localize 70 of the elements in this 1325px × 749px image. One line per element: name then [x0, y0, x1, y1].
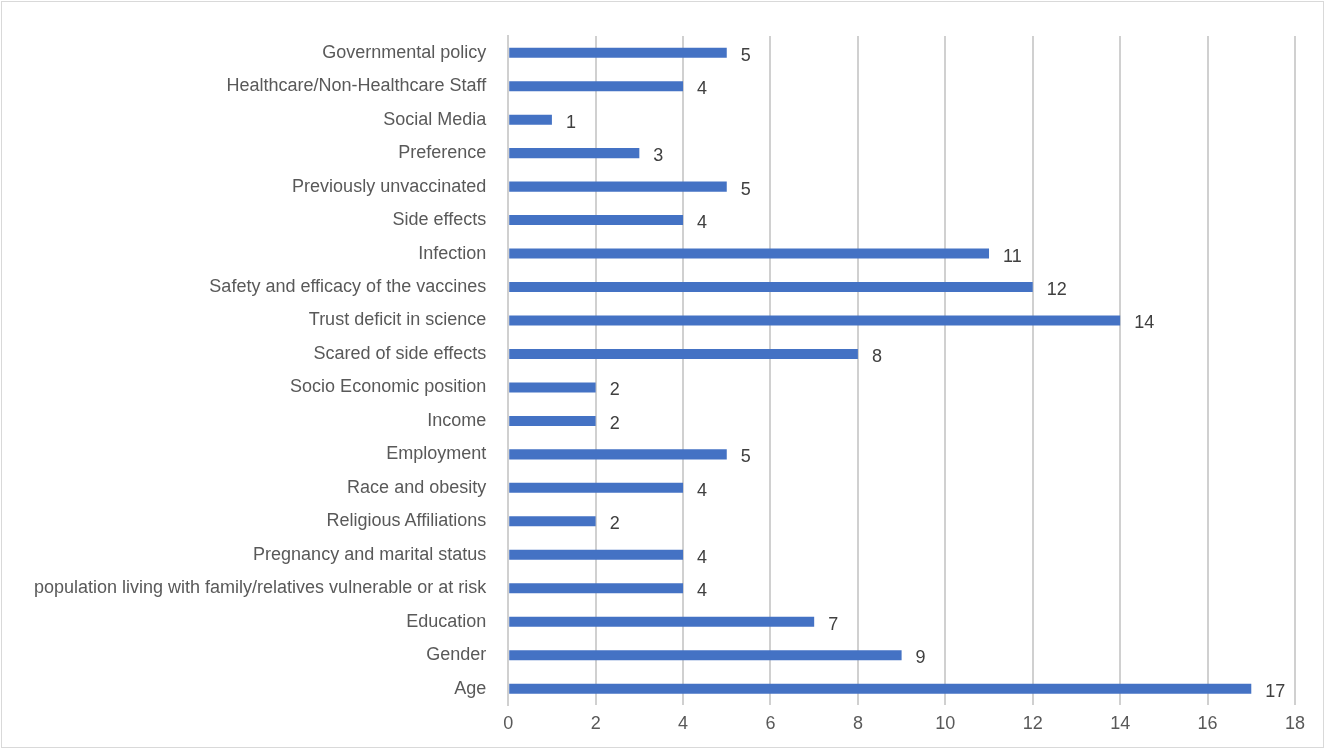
x-tick-label: 4	[678, 713, 689, 734]
y-tick-label: Gender	[426, 644, 487, 665]
bar	[509, 47, 727, 58]
data-label: 5	[740, 44, 751, 65]
bar	[509, 81, 684, 92]
y-tick-label: Age	[454, 677, 487, 698]
data-label: 4	[697, 546, 708, 567]
bar	[509, 181, 727, 192]
x-tick-label: 0	[503, 713, 514, 734]
y-tick-label: Trust deficit in science	[308, 309, 487, 330]
data-label: 4	[697, 78, 708, 99]
y-tick-label: Religious Affiliations	[326, 510, 487, 531]
data-label: 9	[915, 647, 926, 668]
x-tick-label: 16	[1197, 713, 1218, 734]
data-label: 1	[565, 111, 576, 132]
bar	[509, 415, 596, 426]
x-tick-label: 12	[1022, 713, 1043, 734]
data-label: 5	[740, 446, 751, 467]
y-tick-label: Race and obesity	[347, 476, 487, 497]
x-tick-label: 2	[590, 713, 601, 734]
data-label: 7	[828, 613, 839, 634]
bar	[509, 616, 815, 627]
data-label: 5	[740, 178, 751, 199]
y-tick-label: Preference	[398, 142, 487, 163]
bar	[509, 382, 596, 393]
y-tick-label: Side effects	[392, 209, 487, 230]
x-tick-label: 8	[852, 713, 863, 734]
bar	[509, 215, 684, 226]
bar	[509, 114, 552, 125]
data-label: 2	[609, 412, 620, 433]
bar	[509, 683, 1252, 694]
data-label: 12	[1046, 278, 1067, 299]
y-tick-label: Education	[406, 610, 487, 631]
y-tick-label: Healthcare/Non-Healthcare Staff	[226, 75, 488, 96]
bar	[509, 282, 1033, 293]
data-label: 2	[609, 513, 620, 534]
y-tick-label: Infection	[418, 242, 487, 263]
bar	[509, 583, 684, 594]
data-label: 11	[1003, 245, 1022, 266]
y-tick-label: Social Media	[383, 108, 488, 129]
bar	[509, 549, 684, 560]
bar	[509, 449, 727, 460]
bar	[509, 348, 858, 359]
y-tick-label: Income	[427, 409, 487, 430]
bar	[509, 516, 596, 527]
data-label: 4	[697, 580, 708, 601]
data-label: 3	[653, 145, 664, 166]
data-label: 8	[871, 345, 882, 366]
y-tick-label: Governmental policy	[322, 41, 487, 62]
data-label: 4	[697, 212, 708, 233]
y-tick-label: Safety and efficacy of the vaccines	[209, 275, 487, 296]
y-tick-label: Socio Economic position	[290, 376, 487, 397]
y-tick-label: Employment	[386, 443, 487, 464]
x-tick-label: 14	[1110, 713, 1131, 734]
y-tick-label: population living with family/relatives vulnerable or at risk	[33, 577, 488, 598]
data-label: 17	[1265, 680, 1286, 701]
data-label: 14	[1134, 312, 1155, 333]
y-tick-label: Previously unvaccinated	[292, 175, 487, 196]
x-tick-label: 18	[1284, 713, 1306, 734]
bar	[509, 248, 990, 259]
data-label: 2	[609, 379, 620, 400]
bar	[509, 148, 640, 159]
x-tick-label: 10	[935, 713, 956, 734]
bar	[509, 315, 1121, 326]
y-tick-label: Scared of side effects	[313, 342, 487, 363]
x-tick-label: 6	[765, 713, 776, 734]
bar	[509, 482, 684, 493]
bar	[509, 650, 902, 661]
data-label: 4	[697, 479, 708, 500]
y-tick-label: Pregnancy and marital status	[253, 543, 487, 564]
